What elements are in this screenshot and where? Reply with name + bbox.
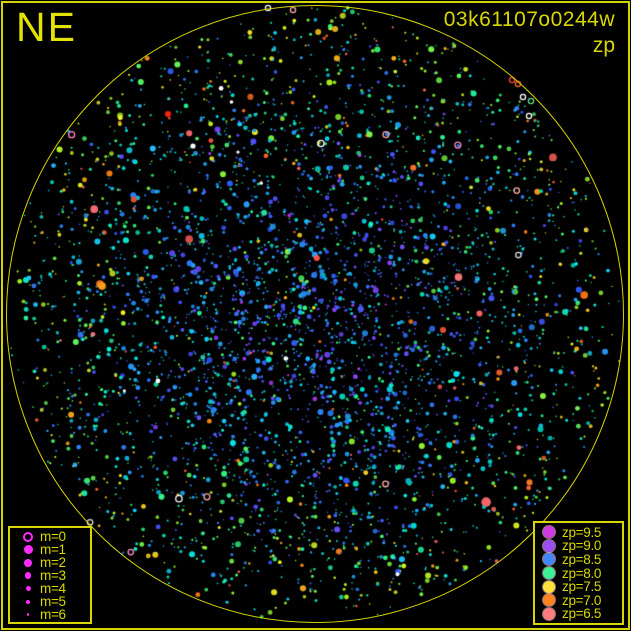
zeropoint-color-legend: zp=9.5 zp=9.0 zp=8.5 zp=8.0 zp=7.5 zp=7.0 zp=6… bbox=[533, 521, 624, 625]
zp-marker-icon bbox=[540, 567, 558, 579]
zp-legend-label: zp=8.0 bbox=[562, 565, 602, 581]
zp-legend-row: zp=8.0 bbox=[540, 565, 622, 581]
m0-marker-icon bbox=[16, 531, 40, 542]
m-legend-row: m=1 bbox=[16, 543, 90, 556]
zp-legend-label: zp=8.5 bbox=[562, 551, 602, 567]
zp-legend-row: zp=9.5 bbox=[540, 524, 622, 540]
m-legend-label: m=3 bbox=[40, 568, 66, 583]
zp-marker-icon bbox=[540, 526, 558, 539]
orientation-label: NE bbox=[16, 4, 77, 50]
m-legend-row: m=6 bbox=[16, 608, 90, 621]
zp-marker-icon bbox=[540, 607, 558, 620]
zp-legend-label: zp=7.0 bbox=[562, 592, 602, 608]
zp-legend-label: zp=6.5 bbox=[562, 606, 602, 622]
m-legend-label: m=4 bbox=[40, 581, 66, 596]
zp-legend-label: zp=7.5 bbox=[562, 579, 602, 595]
m-legend-row: m=0 bbox=[16, 530, 90, 543]
zp-legend-row: zp=9.0 bbox=[540, 538, 622, 554]
m5-marker-icon bbox=[16, 599, 40, 604]
m-legend-label: m=5 bbox=[40, 594, 66, 609]
band-label: zp bbox=[592, 34, 615, 57]
zp-legend-label: zp=9.0 bbox=[562, 538, 602, 554]
m-legend-label: m=2 bbox=[40, 555, 66, 570]
m-legend-row: m=5 bbox=[16, 595, 90, 608]
zp-marker-icon bbox=[540, 539, 558, 552]
m-legend-row: m=3 bbox=[16, 569, 90, 582]
m-legend-row: m=2 bbox=[16, 556, 90, 569]
zp-legend-row: zp=8.5 bbox=[540, 553, 622, 566]
zp-legend-label: zp=9.5 bbox=[562, 524, 602, 540]
m2-marker-icon bbox=[16, 558, 40, 567]
m1-marker-icon bbox=[16, 545, 40, 554]
m-legend-row: m=4 bbox=[16, 582, 90, 595]
m6-marker-icon bbox=[16, 613, 40, 616]
zp-marker-icon bbox=[540, 580, 558, 593]
magnitude-size-legend: m=0 m=1 m=2 m=3 m=4 m=5 m=6 bbox=[8, 526, 92, 624]
m4-marker-icon bbox=[16, 586, 40, 591]
zp-legend-row: zp=7.5 bbox=[540, 580, 622, 593]
zp-legend-row: zp=6.5 bbox=[540, 606, 622, 622]
plot-title: 03k61107o0244w bbox=[443, 8, 615, 31]
m3-marker-icon bbox=[16, 572, 40, 579]
zp-marker-icon bbox=[540, 553, 558, 566]
zp-marker-icon bbox=[540, 594, 558, 607]
m-legend-label: m=6 bbox=[40, 607, 66, 622]
m-legend-label: m=0 bbox=[40, 529, 66, 544]
m-legend-label: m=1 bbox=[40, 542, 66, 557]
zp-legend-row: zp=7.0 bbox=[540, 594, 622, 607]
